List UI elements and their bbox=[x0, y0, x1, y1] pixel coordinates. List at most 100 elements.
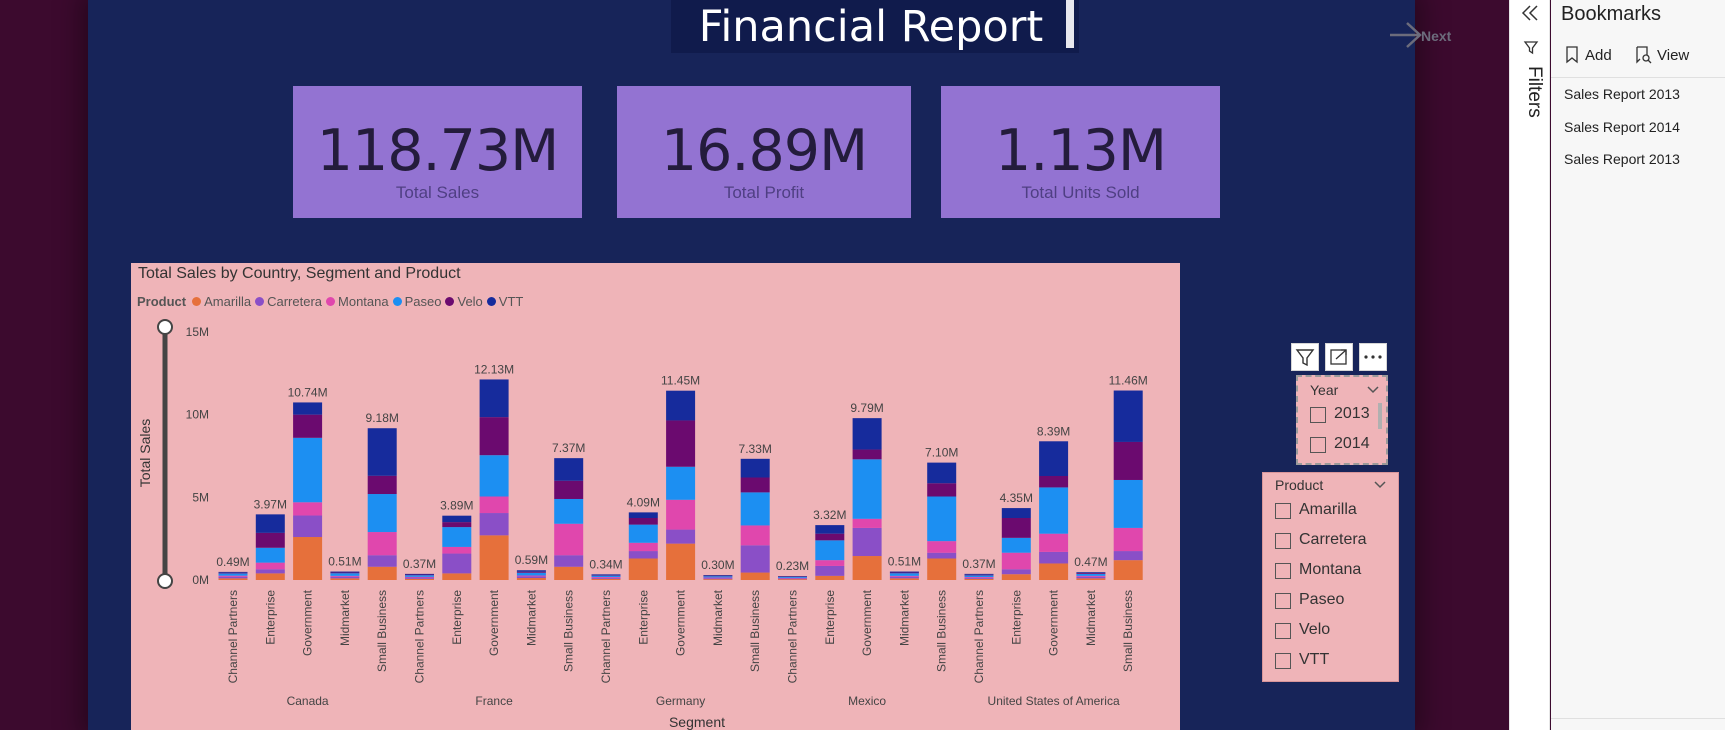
bar-segment-paseo[interactable] bbox=[442, 527, 472, 547]
bar-segment-montana[interactable] bbox=[442, 546, 472, 554]
bar-segment-paseo[interactable] bbox=[367, 494, 397, 533]
bar-segment-amarilla[interactable] bbox=[516, 578, 546, 580]
bar-segment-paseo[interactable] bbox=[591, 575, 621, 578]
bar-segment-amarilla[interactable] bbox=[367, 566, 397, 580]
bar-segment-paseo[interactable] bbox=[703, 576, 733, 578]
bar-segment-amarilla[interactable] bbox=[964, 578, 994, 580]
bar-segment-paseo[interactable] bbox=[405, 575, 434, 577]
bar-segment-amarilla[interactable] bbox=[889, 578, 919, 580]
bar-segment-amarilla[interactable] bbox=[778, 579, 807, 580]
sales-chart-panel[interactable]: Total Sales by Country, Segment and Prod… bbox=[131, 263, 1180, 730]
bar-segment-vtt[interactable] bbox=[778, 576, 807, 577]
bar-segment-paseo[interactable] bbox=[1039, 487, 1069, 534]
chevron-down-icon[interactable] bbox=[1373, 480, 1387, 490]
bar-segment-vtt[interactable] bbox=[740, 458, 770, 478]
bar-segment-montana[interactable] bbox=[964, 577, 994, 578]
bar-segment-amarilla[interactable] bbox=[293, 537, 323, 580]
bar-segment-amarilla[interactable] bbox=[330, 578, 360, 580]
bar-segment-carretera[interactable] bbox=[479, 513, 509, 536]
bar-segment-montana[interactable] bbox=[330, 575, 360, 577]
bar-segment-paseo[interactable] bbox=[628, 524, 658, 543]
bar-segment-vtt[interactable] bbox=[1001, 508, 1031, 518]
checkbox[interactable] bbox=[1275, 593, 1291, 609]
bar-segment-montana[interactable] bbox=[852, 518, 882, 528]
bar-segment-carretera[interactable] bbox=[330, 576, 360, 579]
bar-segment-carretera[interactable] bbox=[516, 576, 546, 579]
bar-segment-paseo[interactable] bbox=[255, 547, 285, 563]
bar-segment-montana[interactable] bbox=[740, 525, 770, 546]
bar-segment-velo[interactable] bbox=[666, 420, 696, 467]
bar-segment-montana[interactable] bbox=[293, 502, 323, 516]
bar-segment-velo[interactable] bbox=[293, 414, 323, 438]
bar-segment-vtt[interactable] bbox=[927, 462, 957, 484]
bar-segment-vtt[interactable] bbox=[367, 428, 397, 476]
bar-segment-vtt[interactable] bbox=[293, 402, 323, 415]
bar-segment-velo[interactable] bbox=[405, 574, 434, 576]
bar-segment-paseo[interactable] bbox=[666, 466, 696, 500]
bar-segment-amarilla[interactable] bbox=[479, 535, 509, 580]
bar-segment-velo[interactable] bbox=[1113, 441, 1143, 480]
bar-segment-carretera[interactable] bbox=[367, 555, 397, 567]
checkbox[interactable] bbox=[1275, 533, 1291, 549]
checkbox[interactable] bbox=[1275, 563, 1291, 579]
bar-segment-paseo[interactable] bbox=[479, 455, 509, 497]
bar-segment-velo[interactable] bbox=[1001, 518, 1031, 538]
bar-segment-carretera[interactable] bbox=[778, 578, 807, 580]
bar-segment-carretera[interactable] bbox=[815, 565, 845, 576]
legend-item[interactable]: VTT bbox=[486, 294, 523, 309]
bar-segment-paseo[interactable] bbox=[778, 576, 807, 578]
bar-segment-velo[interactable] bbox=[218, 572, 248, 574]
bar-segment-carretera[interactable] bbox=[1076, 576, 1106, 579]
bar-segment-vtt[interactable] bbox=[218, 571, 248, 573]
bar-segment-velo[interactable] bbox=[330, 572, 360, 574]
bar-segment-velo[interactable] bbox=[703, 575, 733, 577]
bar-segment-paseo[interactable] bbox=[852, 459, 882, 519]
bar-segment-velo[interactable] bbox=[740, 477, 770, 493]
bar-segment-velo[interactable] bbox=[479, 417, 509, 456]
bar-segment-carretera[interactable] bbox=[255, 569, 285, 574]
bar-segment-paseo[interactable] bbox=[815, 540, 845, 561]
bar-segment-carretera[interactable] bbox=[442, 553, 472, 574]
bar-segment-amarilla[interactable] bbox=[255, 573, 285, 580]
bar-segment-vtt[interactable] bbox=[442, 515, 472, 523]
filters-label[interactable]: Filters bbox=[1524, 66, 1545, 118]
checkbox[interactable] bbox=[1275, 653, 1291, 669]
bar-segment-vtt[interactable] bbox=[554, 458, 584, 481]
bar-segment-carretera[interactable] bbox=[740, 545, 770, 573]
bar-segment-montana[interactable] bbox=[218, 575, 248, 577]
filters-pane-collapsed[interactable]: Filters bbox=[1509, 0, 1550, 730]
bar-segment-velo[interactable] bbox=[628, 518, 658, 525]
bar-segment-amarilla[interactable] bbox=[1039, 563, 1069, 580]
bar-segment-montana[interactable] bbox=[405, 576, 434, 578]
zoom-slider-handle[interactable] bbox=[157, 573, 173, 589]
bar-segment-vtt[interactable] bbox=[330, 571, 360, 573]
bar-segment-paseo[interactable] bbox=[293, 437, 323, 503]
bar-segment-velo[interactable] bbox=[554, 480, 584, 499]
bar-segment-montana[interactable] bbox=[703, 577, 733, 579]
bar-segment-montana[interactable] bbox=[1113, 527, 1143, 552]
bar-segment-carretera[interactable] bbox=[1039, 551, 1069, 564]
bar-segment-carretera[interactable] bbox=[628, 551, 658, 559]
bar-segment-amarilla[interactable] bbox=[666, 543, 696, 580]
bar-segment-velo[interactable] bbox=[591, 575, 621, 576]
bar-segment-paseo[interactable] bbox=[218, 573, 248, 576]
legend-item[interactable]: Montana bbox=[326, 294, 389, 309]
bar-segment-montana[interactable] bbox=[554, 523, 584, 556]
bar-segment-amarilla[interactable] bbox=[852, 556, 882, 580]
more-options-button[interactable] bbox=[1359, 343, 1387, 371]
bar-segment-montana[interactable] bbox=[815, 560, 845, 566]
bar-segment-amarilla[interactable] bbox=[405, 578, 434, 580]
bar-segment-vtt[interactable] bbox=[889, 571, 919, 573]
legend-item[interactable]: Amarilla bbox=[192, 294, 251, 309]
bar-segment-amarilla[interactable] bbox=[927, 558, 957, 580]
bar-segment-carretera[interactable] bbox=[666, 529, 696, 544]
bar-segment-paseo[interactable] bbox=[1113, 479, 1143, 528]
bar-segment-montana[interactable] bbox=[778, 577, 807, 579]
bar-segment-vtt[interactable] bbox=[964, 573, 994, 575]
bar-segment-velo[interactable] bbox=[442, 522, 472, 528]
product-slicer[interactable]: Product Amarilla Carretera Montana Paseo Vel… bbox=[1262, 472, 1399, 682]
bookmark-item[interactable]: Sales Report 2013 bbox=[1564, 151, 1680, 167]
bar-segment-amarilla[interactable] bbox=[554, 566, 584, 580]
next-button[interactable]: Next bbox=[1388, 18, 1468, 52]
bar-segment-carretera[interactable] bbox=[703, 578, 733, 580]
